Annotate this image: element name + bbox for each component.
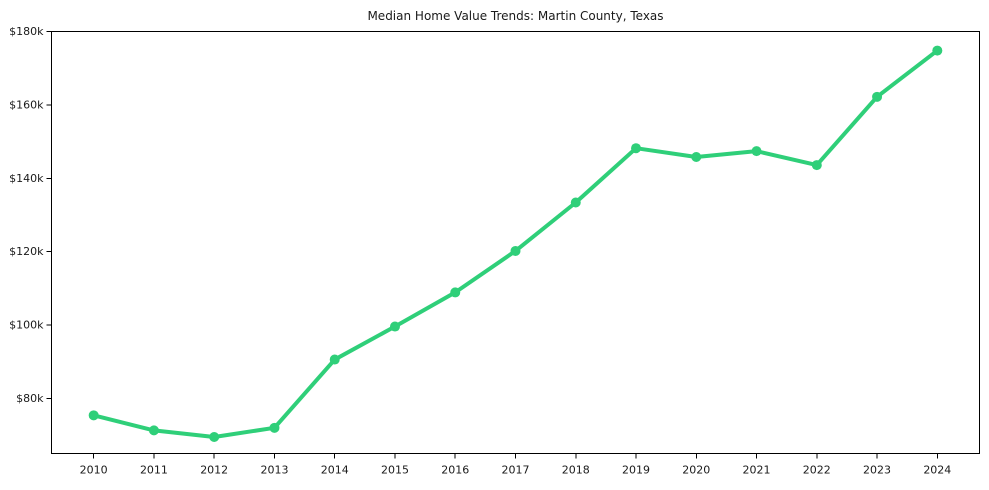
x-tick-label: 2015 bbox=[381, 464, 409, 477]
x-tick-label: 2012 bbox=[200, 464, 228, 477]
x-tick-label: 2016 bbox=[441, 464, 469, 477]
x-tick-label: 2023 bbox=[863, 464, 891, 477]
y-tick-label: $160k bbox=[9, 98, 44, 111]
x-tick-label: 2013 bbox=[260, 464, 288, 477]
x-tick-label: 2017 bbox=[502, 464, 530, 477]
x-tick-label: 2018 bbox=[562, 464, 590, 477]
axes-box bbox=[51, 31, 980, 454]
chart-title: Median Home Value Trends: Martin County,… bbox=[367, 9, 663, 23]
data-point-2018 bbox=[570, 197, 581, 208]
data-point-2012 bbox=[209, 431, 220, 442]
data-point-2019 bbox=[631, 143, 642, 154]
x-tick-label: 2020 bbox=[682, 464, 710, 477]
x-tick-label: 2021 bbox=[743, 464, 771, 477]
plot-area: $80k $100k $120k $140k $160k $180k 2010 2011 201… bbox=[9, 25, 980, 477]
data-point-2016 bbox=[450, 287, 461, 298]
data-point-2015 bbox=[389, 321, 400, 332]
x-tick-label: 2014 bbox=[321, 464, 349, 477]
data-point-2014 bbox=[329, 354, 340, 365]
x-tick-label: 2022 bbox=[803, 464, 831, 477]
data-point-2022 bbox=[811, 160, 822, 171]
x-tick-label: 2010 bbox=[80, 464, 108, 477]
y-tick-label: $100k bbox=[9, 319, 44, 332]
y-tick-label: $80k bbox=[16, 392, 44, 405]
data-point-2024 bbox=[932, 45, 943, 56]
x-tick-label: 2024 bbox=[923, 464, 951, 477]
data-point-2013 bbox=[269, 422, 280, 433]
y-tick-label: $120k bbox=[9, 245, 44, 258]
trend-line bbox=[91, 48, 940, 439]
data-point-2021 bbox=[751, 146, 762, 157]
data-point-2017 bbox=[510, 245, 521, 256]
data-point-2023 bbox=[872, 91, 883, 102]
data-point-2011 bbox=[148, 425, 159, 436]
y-tick-label: $180k bbox=[9, 25, 44, 38]
x-tick-label: 2011 bbox=[140, 464, 168, 477]
y-tick-label: $140k bbox=[9, 172, 44, 185]
data-point-2010 bbox=[88, 410, 99, 421]
x-tick-label: 2019 bbox=[622, 464, 650, 477]
data-point-2020 bbox=[691, 151, 702, 162]
